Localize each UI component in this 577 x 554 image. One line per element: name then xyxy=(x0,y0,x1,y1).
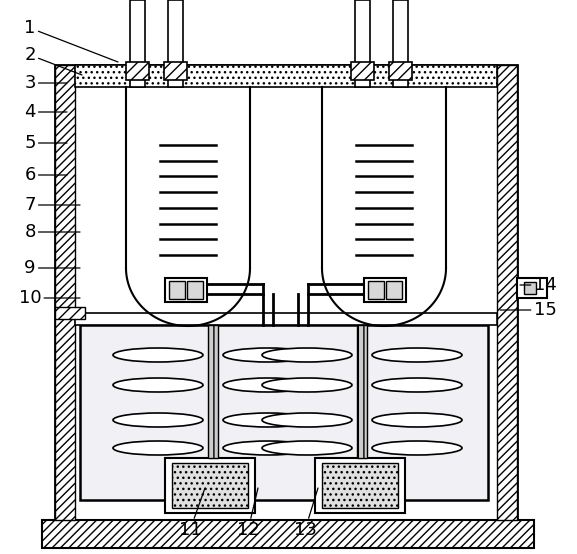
Bar xyxy=(389,62,412,80)
Text: 2: 2 xyxy=(24,46,82,75)
Bar xyxy=(357,325,367,458)
Ellipse shape xyxy=(223,348,313,362)
Bar xyxy=(165,458,255,513)
Bar xyxy=(126,62,149,80)
Bar xyxy=(351,62,374,80)
Bar xyxy=(55,65,517,520)
Text: 7: 7 xyxy=(24,196,80,214)
Bar xyxy=(172,463,248,508)
Bar xyxy=(55,65,75,520)
Ellipse shape xyxy=(262,413,352,427)
Text: 6: 6 xyxy=(24,166,67,184)
Ellipse shape xyxy=(372,348,462,362)
Bar xyxy=(168,0,183,87)
Ellipse shape xyxy=(262,348,352,362)
Bar xyxy=(165,278,207,302)
Bar xyxy=(368,281,384,299)
Bar xyxy=(393,0,408,87)
Text: 4: 4 xyxy=(24,103,67,121)
Ellipse shape xyxy=(113,348,203,362)
Bar xyxy=(80,325,488,500)
Bar xyxy=(55,307,85,319)
Bar xyxy=(75,313,497,325)
Bar xyxy=(517,278,547,298)
Ellipse shape xyxy=(223,413,313,427)
Bar xyxy=(364,278,406,302)
Bar xyxy=(208,325,218,458)
Ellipse shape xyxy=(223,378,313,392)
Bar xyxy=(315,458,405,513)
Bar xyxy=(169,281,185,299)
Text: 15: 15 xyxy=(500,301,556,319)
Bar xyxy=(42,520,534,548)
Bar xyxy=(355,0,370,87)
Text: 12: 12 xyxy=(237,488,260,539)
Bar xyxy=(187,281,203,299)
Bar xyxy=(75,65,497,87)
Ellipse shape xyxy=(372,378,462,392)
Bar xyxy=(130,0,145,87)
Ellipse shape xyxy=(113,413,203,427)
Ellipse shape xyxy=(372,441,462,455)
Bar xyxy=(164,62,187,80)
Text: 10: 10 xyxy=(18,289,80,307)
Ellipse shape xyxy=(113,378,203,392)
Ellipse shape xyxy=(113,441,203,455)
Bar xyxy=(322,463,398,508)
Text: 8: 8 xyxy=(24,223,80,241)
Text: 14: 14 xyxy=(520,276,556,294)
Bar xyxy=(524,282,536,294)
Ellipse shape xyxy=(372,413,462,427)
Text: 9: 9 xyxy=(24,259,80,277)
Text: 11: 11 xyxy=(179,488,205,539)
Text: 5: 5 xyxy=(24,134,67,152)
Text: 3: 3 xyxy=(24,74,67,92)
Text: 1: 1 xyxy=(24,19,118,62)
Bar xyxy=(497,65,517,520)
Ellipse shape xyxy=(262,441,352,455)
Bar xyxy=(386,281,402,299)
Ellipse shape xyxy=(223,441,313,455)
Ellipse shape xyxy=(262,378,352,392)
Text: 13: 13 xyxy=(294,488,318,539)
